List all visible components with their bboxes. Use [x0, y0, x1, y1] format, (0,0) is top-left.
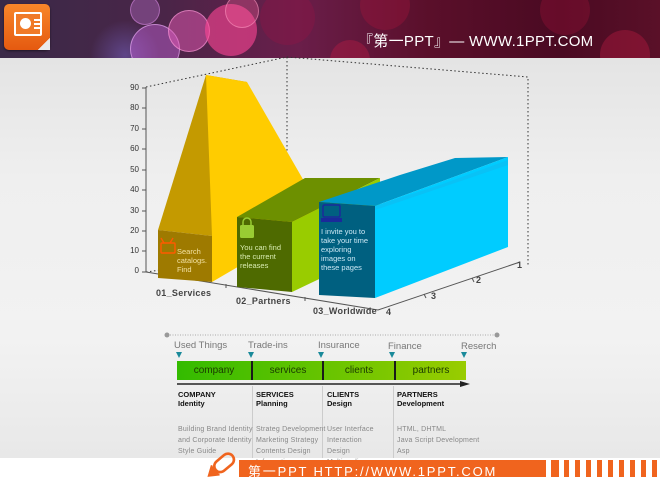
column-partners-title: PARTNERS Development [397, 390, 444, 408]
x-category-label: 01_Services [156, 288, 212, 298]
x-category-label: 03_Worldwide [313, 306, 377, 316]
milestone-marker-icon [461, 352, 467, 358]
shopping-bag-icon [240, 217, 254, 238]
footer-text: 第一PPT HTTP://WWW.1PPT.COM [248, 464, 498, 479]
powerpoint-icon [4, 4, 50, 50]
milestone-marker-icon [248, 352, 254, 358]
bar-worldwide-text: I invite you to take your time exploring… [321, 227, 369, 272]
y-tick: 90 [130, 83, 139, 92]
tv-icon [160, 237, 176, 254]
y-tick: 20 [130, 226, 139, 235]
column-company-body: Building Brand Identity and Corporate Id… [178, 424, 253, 457]
bar-worldwide [319, 157, 508, 298]
header-title: 『第一PPT』— WWW.1PPT.COM [358, 33, 594, 50]
column-body-line: HTML, DHTML [397, 426, 447, 433]
y-tick: 0 [134, 266, 139, 275]
column-body-line: Contents Design [256, 448, 311, 455]
column-subtitle: Development [397, 399, 445, 408]
depth-tick: 3 [431, 291, 437, 301]
column-divider [393, 386, 394, 458]
column-subtitle: Design [327, 399, 353, 408]
column-title: COMPANY [178, 390, 216, 399]
milestone-label: Used Things [174, 340, 228, 351]
column-body-line: Building Brand Identity [178, 426, 253, 433]
column-title: CLIENTS [327, 390, 360, 399]
column-partners-body: HTML, DHTML Java Script Development Asp [397, 424, 479, 457]
milestone-marker-icon [176, 352, 182, 358]
column-subtitle: Identity [178, 399, 205, 408]
column-subtitle: Planning [256, 399, 288, 408]
column-divider [252, 386, 253, 458]
column-title: PARTNERS [397, 390, 438, 399]
y-tick: 60 [130, 144, 139, 153]
column-body-line: Asp [397, 448, 410, 455]
milestone-marker-icon [318, 352, 324, 358]
segment-divider [251, 361, 253, 380]
column-company-title: COMPANY Identity [178, 390, 216, 408]
bar-partners-text: You can find the current releases [240, 243, 282, 270]
bar-services-text: Search catalogs. Find [177, 247, 208, 274]
depth-tick: 4 [386, 307, 392, 317]
column-body-line: Marketing Strategy [256, 437, 319, 444]
y-tick: 10 [130, 246, 139, 255]
header-banner: 『第一PPT』— WWW.1PPT.COM [0, 0, 660, 58]
y-tick: 50 [130, 165, 139, 174]
column-body-line: Strateg Development [256, 426, 326, 433]
column-body-line: Design [327, 448, 350, 455]
segment-services: services [269, 365, 307, 376]
column-body-line: Style Guide [178, 448, 217, 455]
segment-divider [394, 361, 396, 380]
column-title: SERVICES [256, 390, 294, 399]
x-category-label: 02_Partners [236, 296, 291, 306]
column-services-title: SERVICES Planning [256, 390, 294, 408]
milestone-label: Finance [388, 341, 422, 352]
bokeh-decoration [130, 0, 160, 25]
column-body-line: Java Script Development [397, 437, 480, 444]
footer-bar [239, 460, 546, 477]
bokeh-decoration [330, 40, 370, 58]
milestone-label: Reserch [461, 341, 497, 352]
column-clients-title: CLIENTS Design [327, 390, 359, 408]
y-tick: 30 [130, 206, 139, 215]
column-body-line: and Corporate Identity [178, 437, 252, 444]
bokeh-decoration [225, 0, 259, 28]
y-tick: 80 [130, 103, 139, 112]
y-tick: 70 [130, 124, 139, 133]
segment-company: company [193, 365, 235, 376]
milestone-marker-icon [389, 352, 395, 358]
segment-clients: clients [344, 365, 374, 376]
segment-partners: partners [412, 365, 450, 376]
y-axis [142, 87, 147, 273]
segment-divider [322, 361, 324, 380]
laptop-icon [321, 204, 342, 222]
column-body-line: Interaction [327, 437, 362, 444]
column-body-line: User Interface [327, 426, 374, 433]
milestone-label: Trade-ins [248, 340, 288, 351]
milestone-label: Insurance [318, 340, 360, 351]
depth-tick: 1 [517, 260, 523, 270]
bokeh-decoration [260, 0, 315, 45]
y-tick: 40 [130, 185, 139, 194]
depth-tick: 2 [476, 275, 482, 285]
column-divider [322, 386, 323, 458]
